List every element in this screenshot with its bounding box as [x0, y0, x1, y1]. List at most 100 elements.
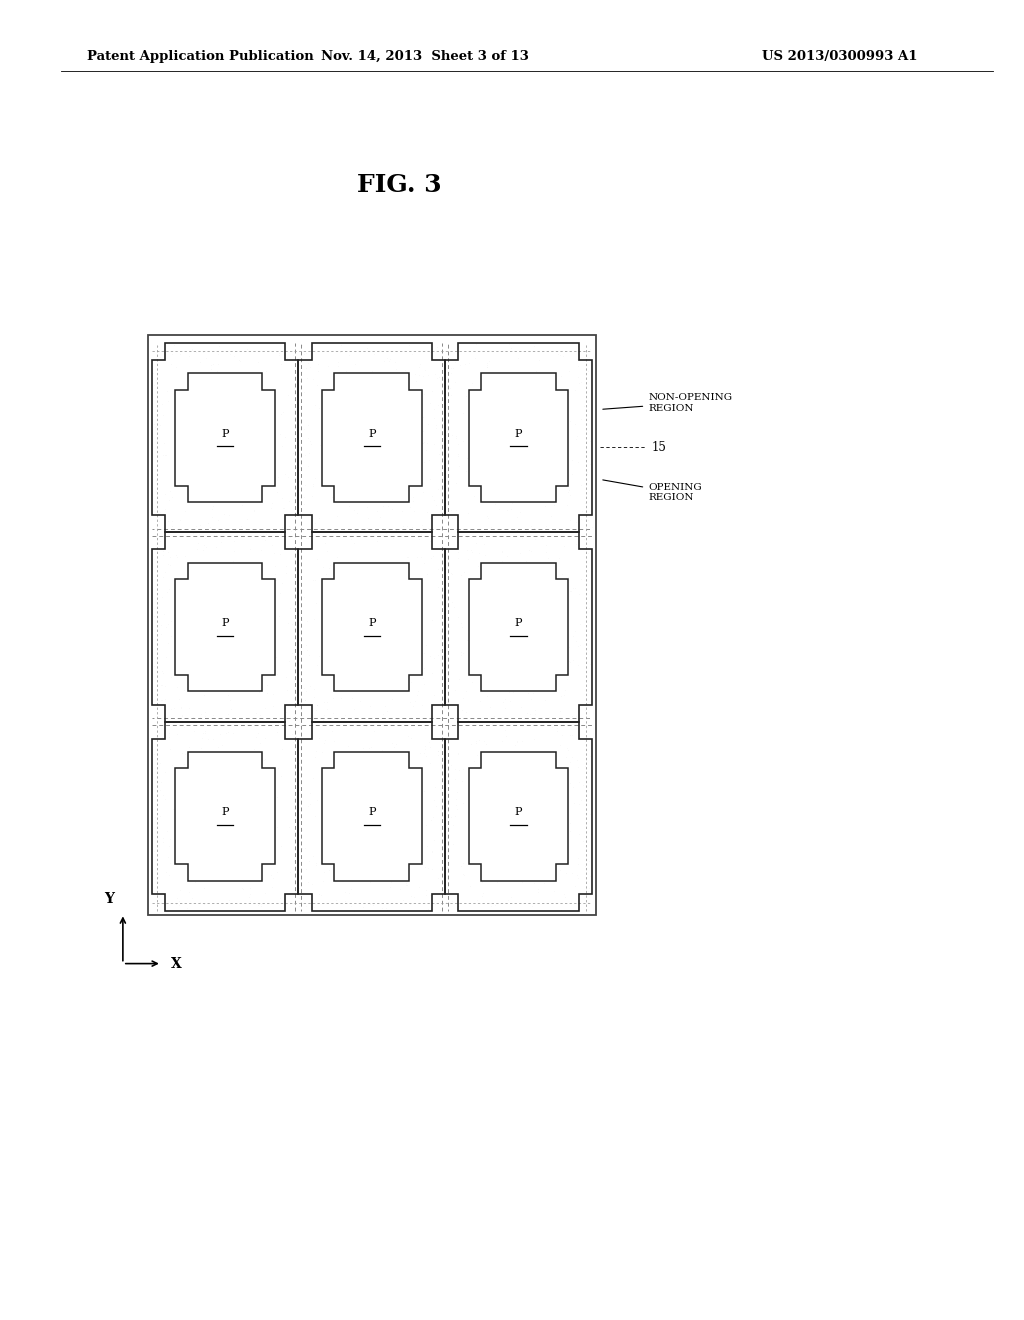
Point [189, 532, 206, 553]
Point [269, 713, 286, 734]
Point [408, 371, 424, 392]
Point [433, 381, 450, 403]
Point [400, 546, 417, 568]
Point [369, 400, 385, 421]
Point [447, 759, 464, 780]
Point [474, 871, 490, 892]
Point [514, 587, 530, 609]
Point [573, 371, 590, 392]
Point [378, 462, 394, 483]
Point [180, 867, 197, 888]
Point [523, 688, 540, 709]
Point [203, 473, 219, 494]
Point [373, 384, 389, 405]
Point [225, 405, 242, 426]
Point [552, 701, 568, 722]
Point [193, 704, 209, 725]
Point [344, 688, 360, 709]
Point [286, 791, 302, 812]
Point [260, 763, 276, 784]
Point [261, 595, 278, 616]
Point [433, 618, 450, 639]
Point [570, 366, 587, 387]
Point [485, 656, 502, 677]
Point [313, 573, 330, 594]
Point [246, 499, 262, 520]
Point [205, 495, 221, 516]
Point [567, 577, 584, 598]
Point [481, 351, 498, 372]
Point [147, 414, 164, 436]
Point [496, 859, 512, 880]
Point [159, 862, 175, 883]
Point [258, 360, 274, 381]
Point [298, 358, 314, 379]
Point [414, 694, 430, 715]
Point [281, 817, 297, 838]
Point [173, 698, 189, 719]
Point [390, 797, 407, 818]
Point [298, 895, 314, 916]
Point [204, 507, 220, 528]
Point [527, 862, 544, 883]
Point [358, 338, 375, 359]
Point [489, 663, 506, 684]
Point [159, 821, 175, 842]
Point [359, 507, 376, 528]
Point [354, 857, 371, 878]
Point [393, 403, 410, 424]
Point [569, 865, 586, 886]
Point [225, 651, 242, 672]
Point [200, 648, 216, 669]
Point [308, 694, 325, 715]
Point [413, 434, 429, 455]
Point [316, 861, 333, 882]
Point [584, 516, 600, 537]
Point [449, 532, 465, 553]
Point [478, 400, 495, 421]
Point [563, 463, 580, 484]
Point [250, 453, 266, 474]
Point [166, 424, 182, 445]
Point [519, 560, 536, 581]
Point [502, 453, 518, 474]
Point [381, 606, 397, 627]
Point [464, 401, 480, 422]
Point [441, 715, 458, 737]
Point [203, 829, 219, 850]
Point [157, 689, 173, 710]
Point [181, 640, 198, 661]
Point [425, 545, 441, 566]
Point [221, 553, 238, 574]
Point [463, 734, 479, 755]
Point [190, 805, 207, 826]
Point [381, 576, 397, 597]
Point [483, 407, 500, 428]
Point [530, 747, 547, 768]
Point [193, 515, 209, 536]
Point [485, 428, 502, 449]
Point [482, 896, 499, 917]
Point [237, 385, 253, 407]
Point [558, 624, 574, 645]
Point [274, 498, 291, 519]
Point [497, 428, 513, 449]
Point [234, 878, 251, 899]
Point [495, 597, 511, 618]
Point [298, 634, 314, 655]
Point [367, 797, 383, 818]
Point [577, 525, 593, 546]
Point [546, 495, 562, 516]
Point [438, 692, 455, 713]
Point [263, 498, 280, 519]
Point [171, 891, 187, 912]
Point [219, 746, 236, 767]
Point [490, 616, 507, 638]
Point [494, 550, 510, 572]
Point [580, 463, 596, 484]
Point [386, 484, 402, 506]
Point [578, 729, 594, 750]
Point [389, 747, 406, 768]
Point [204, 672, 220, 693]
Point [570, 824, 587, 845]
